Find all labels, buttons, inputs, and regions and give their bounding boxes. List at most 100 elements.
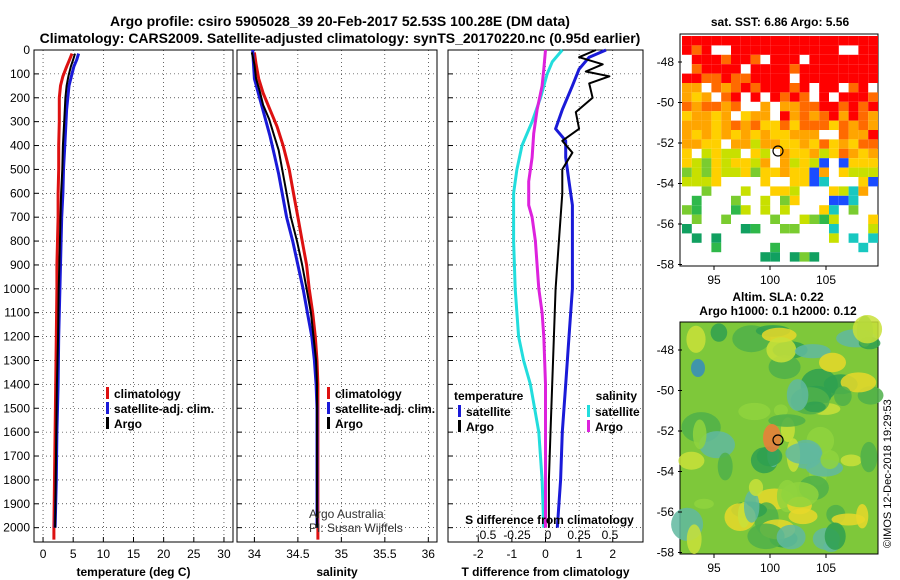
sst-cell	[799, 36, 810, 46]
sla-blob	[692, 419, 707, 450]
sst-cell	[682, 111, 692, 121]
sst-cell	[809, 148, 820, 159]
sst-cell	[701, 139, 712, 149]
temperature-legend-swatch	[106, 387, 109, 399]
sst-cell	[760, 120, 771, 130]
map-lat-label: -54	[657, 465, 675, 479]
sst-cell	[731, 101, 741, 112]
sst-cell	[819, 120, 829, 130]
temperature-xtick-label: 20	[157, 547, 171, 561]
depth-tick-label: 1900	[3, 497, 30, 511]
sst-cell	[691, 205, 702, 215]
sla-blob	[840, 372, 877, 393]
depth-tick-label: 300	[10, 115, 30, 129]
sst-cell	[868, 130, 878, 140]
sst-cell	[770, 167, 780, 177]
sst-cell	[740, 45, 751, 55]
depth-tick-label: 1700	[3, 449, 30, 463]
sst-cell	[760, 36, 771, 46]
sst-cell	[868, 148, 878, 159]
sst-cell	[868, 54, 878, 65]
sst-cell	[829, 54, 839, 65]
sla-blob	[744, 490, 760, 523]
diff-legend-left-title: temperature	[454, 389, 524, 403]
depth-tick-label: 700	[10, 210, 30, 224]
sst-cell	[760, 195, 771, 206]
sst-cell	[848, 158, 859, 168]
sst-cell	[868, 158, 878, 168]
sst-cell	[809, 54, 820, 65]
sst-cell	[740, 158, 751, 168]
sst-cell	[750, 83, 761, 93]
sst-cell	[868, 64, 878, 74]
salinity-xtick-label: 35	[335, 547, 349, 561]
sst-cell	[868, 111, 878, 121]
sla-blob	[785, 442, 822, 465]
sst-cell	[770, 54, 780, 65]
sst-cell	[858, 111, 869, 121]
sst-cell	[691, 111, 702, 121]
sst-cell	[691, 36, 702, 46]
sst-cell	[848, 101, 859, 112]
temperature-xtick-label: 0	[40, 547, 47, 561]
sst-cell	[701, 54, 712, 65]
sst-cell	[789, 195, 800, 206]
sst-cell	[721, 101, 731, 112]
sst-cell	[750, 73, 761, 83]
sst-cell	[760, 252, 771, 262]
sst-cell	[848, 205, 859, 215]
sst-cell	[731, 73, 741, 83]
sst-cell	[789, 252, 800, 262]
sla-blob	[786, 379, 809, 411]
sst-cell	[868, 73, 878, 83]
sst-cell	[789, 158, 800, 168]
sst-cell	[740, 73, 751, 83]
sst-cell	[868, 214, 878, 224]
sst-cell	[868, 224, 878, 234]
salinity-xtick-label: 35.5	[373, 547, 397, 561]
depth-tick-label: 800	[10, 234, 30, 248]
difference-xtick-label: 2	[609, 547, 616, 561]
sst-cell	[829, 101, 839, 112]
sst-cell	[682, 139, 692, 149]
sst-cell	[858, 101, 869, 112]
sst-cell	[740, 120, 751, 130]
sst-cell	[799, 148, 810, 159]
map-lat-label: -52	[657, 136, 675, 150]
sst-cell	[721, 120, 731, 130]
sst-cell	[760, 148, 771, 159]
sst-cell	[721, 148, 731, 159]
sst-cell	[770, 120, 780, 130]
sst-cell	[799, 130, 810, 140]
sst-map: sat. SST: 6.86 Argo: 5.56 -48 -50 -52 -54 -5…	[657, 15, 879, 287]
sst-cell	[858, 167, 869, 177]
sst-cell	[760, 83, 771, 93]
sst-cell	[809, 177, 820, 187]
sst-cell	[809, 120, 820, 130]
sst-cell	[701, 148, 712, 159]
sst-cell	[819, 45, 829, 55]
salinity-legend-swatch	[327, 402, 330, 414]
temperature-legend-label: Argo	[114, 417, 142, 431]
sst-cell	[731, 139, 741, 149]
sla-blob	[768, 414, 806, 427]
sla-blob	[820, 450, 840, 470]
difference-series-t-argo	[547, 49, 611, 528]
sst-cell	[858, 64, 869, 74]
sla-blob	[788, 508, 818, 525]
sst-cell	[819, 73, 829, 83]
sst-cell	[799, 120, 810, 130]
sst-cell	[838, 101, 849, 112]
sst-cell	[701, 73, 712, 83]
sst-cell	[868, 177, 878, 187]
sst-cell	[799, 158, 810, 168]
sst-cell	[750, 139, 761, 149]
sst-cell	[711, 139, 722, 149]
sst-cell	[838, 195, 849, 206]
sst-cell	[868, 92, 878, 102]
salinity-annotation: Argo Australia	[309, 507, 384, 521]
sst-cell	[780, 45, 790, 55]
sst-cell	[780, 167, 790, 177]
sst-cell	[721, 54, 731, 65]
sla-blob	[840, 454, 862, 467]
